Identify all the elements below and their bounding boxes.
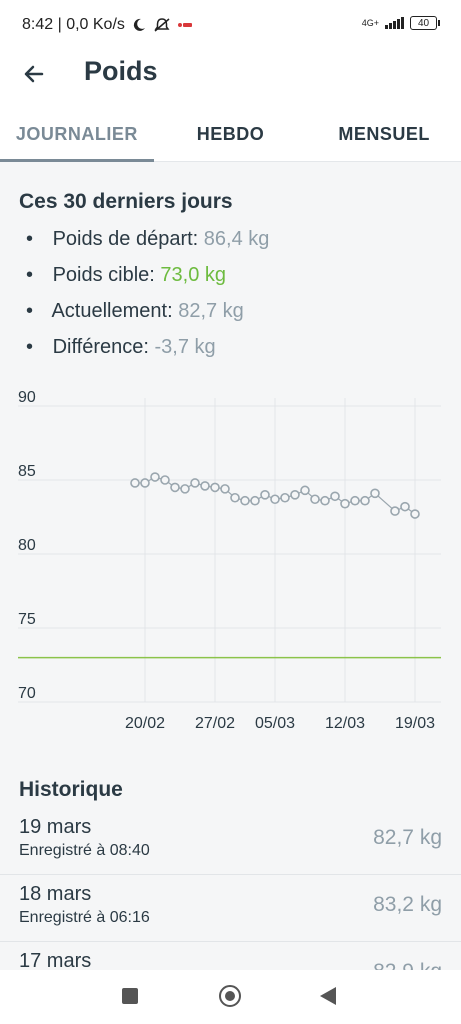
summary-value: 73,0 kg [160, 264, 227, 286]
history-date: 18 mars [19, 883, 92, 905]
data-point [350, 495, 360, 506]
battery-icon: 40 [410, 16, 440, 30]
y-tick-label: 80 [18, 537, 36, 554]
summary-value: 86,4 kg [203, 228, 270, 250]
tab-bar: JOURNALIER HEBDO MENSUEL [0, 108, 461, 162]
data-point [240, 495, 250, 506]
content-area[interactable]: Ces 30 derniers jours Poids de départ: 8… [0, 162, 461, 970]
data-point [340, 498, 350, 509]
history-weight: 83,2 kg [373, 893, 442, 916]
recent-apps-icon[interactable] [122, 988, 138, 1004]
data-point [360, 495, 370, 506]
back-button[interactable] [18, 58, 50, 90]
moon-icon [133, 18, 145, 31]
summary-title: Ces 30 derniers jours [19, 190, 233, 213]
summary-label: Poids cible: [52, 264, 155, 286]
status-right: 4G+ 40 [361, 16, 440, 30]
home-icon[interactable] [219, 985, 241, 1007]
x-tick-label: 19/03 [395, 715, 435, 732]
data-point [250, 495, 260, 506]
data-point [290, 490, 300, 500]
summary-value: -3,7 kg [154, 336, 216, 358]
history-time: Enregistré à 06:16 [19, 909, 150, 926]
data-point [170, 482, 180, 493]
back-icon[interactable] [320, 987, 336, 1005]
data-point [150, 472, 160, 482]
status-bar: 8:42 | 0,0 Ko/s 4G+ 40 [0, 0, 461, 50]
y-tick-label: 70 [18, 685, 36, 702]
summary-value: 82,7 kg [178, 300, 244, 322]
data-point [300, 485, 310, 496]
data-point [140, 478, 150, 488]
data-point [190, 478, 200, 488]
history-title: Historique [19, 778, 123, 801]
data-point [200, 481, 210, 491]
tab-mensuel[interactable]: MENSUEL [338, 124, 430, 144]
x-tick-label: 05/03 [255, 715, 295, 732]
history-date: 19 mars [19, 816, 92, 838]
data-point [410, 509, 420, 519]
history-date: 17 mars [19, 950, 92, 970]
arrow-left-icon [24, 65, 44, 83]
page-title: Poids [84, 56, 158, 86]
network-label: 4G+ [361, 18, 379, 28]
history-list: 19 mars Enregistré à 08:40 82,7 kg 18 ma… [0, 808, 461, 970]
data-point [370, 488, 380, 499]
signal-icon [385, 17, 404, 29]
history-row[interactable]: 17 mars 82,9 kg [0, 942, 461, 970]
battery-level: 40 [417, 17, 430, 29]
history-row[interactable]: 18 mars Enregistré à 06:16 83,2 kg [0, 875, 461, 942]
notification-icon [177, 23, 192, 27]
summary-label: Poids de départ: [52, 228, 199, 250]
data-point [130, 478, 140, 488]
summary-label: Différence: [52, 336, 149, 358]
data-point [220, 484, 230, 494]
status-left: 8:42 | 0,0 Ko/s [22, 16, 193, 34]
y-tick-label: 90 [18, 389, 36, 406]
summary-list: Poids de départ: 86,4 kg Poids cible: 73… [26, 226, 269, 370]
x-tick-label: 20/02 [125, 715, 165, 732]
series-line [135, 476, 416, 515]
x-tick-label: 12/03 [325, 715, 365, 732]
data-point [230, 492, 240, 503]
data-point [270, 494, 280, 505]
bell-off-icon [154, 18, 170, 32]
tab-journalier[interactable]: JOURNALIER [0, 108, 154, 162]
data-point [310, 494, 320, 505]
tab-hebdo[interactable]: HEBDO [196, 124, 265, 144]
app-bar: Poids [0, 50, 461, 108]
status-text: 8:42 | 0,0 Ko/s [22, 16, 125, 33]
data-point [390, 506, 400, 516]
history-weight: 82,7 kg [373, 826, 442, 849]
data-point [260, 490, 270, 500]
data-point [320, 495, 330, 506]
data-point [400, 501, 410, 512]
summary-item-difference: Différence: -3,7 kg [26, 334, 269, 370]
data-point [210, 482, 220, 493]
y-tick-label: 75 [18, 611, 36, 628]
history-row[interactable]: 19 mars Enregistré à 08:40 82,7 kg [0, 808, 461, 875]
data-point [160, 475, 170, 485]
summary-item-current: Actuellement: 82,7 kg [26, 298, 269, 334]
history-time: Enregistré à 08:40 [19, 842, 150, 859]
summary-label: Actuellement: [51, 300, 173, 322]
system-nav-bar [0, 970, 461, 1024]
data-point [280, 492, 290, 503]
weight-chart: 90 85 80 75 70 20/02 27/02 05/03 12/03 19/03 [18, 389, 441, 732]
data-point [330, 491, 340, 502]
y-tick-label: 85 [18, 463, 36, 480]
history-weight: 82,9 kg [373, 960, 442, 970]
x-tick-label: 27/02 [195, 715, 235, 732]
summary-item-start: Poids de départ: 86,4 kg [26, 226, 270, 262]
data-point [180, 484, 190, 494]
summary-item-target: Poids cible: 73,0 kg [26, 262, 269, 298]
